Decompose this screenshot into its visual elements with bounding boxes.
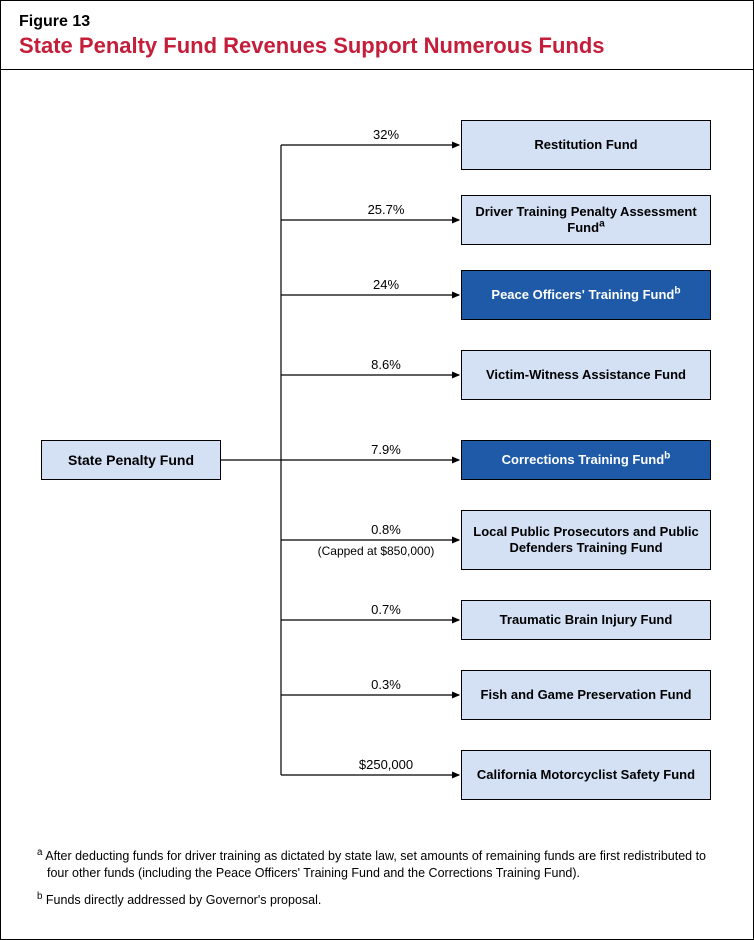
target-box-t7: Traumatic Brain Injury Fund xyxy=(461,600,711,640)
edge-sublabel-t6: (Capped at $850,000) xyxy=(311,544,441,558)
target-box-t6: Local Public Prosecutors and Public Defe… xyxy=(461,510,711,570)
target-label: Peace Officers' Training Fundb xyxy=(491,287,680,303)
edge-label-t8: 0.3% xyxy=(321,677,451,692)
target-label: Driver Training Penalty Assessment Funda xyxy=(470,204,702,237)
target-box-t3: Peace Officers' Training Fundb xyxy=(461,270,711,320)
footnotes: a After deducting funds for driver train… xyxy=(31,848,723,919)
edge-label-t9: $250,000 xyxy=(321,757,451,772)
footnote-a: a After deducting funds for driver train… xyxy=(31,848,723,882)
target-label: Fish and Game Preservation Fund xyxy=(481,687,692,703)
target-label: Victim-Witness Assistance Fund xyxy=(486,367,686,383)
figure-number: Figure 13 xyxy=(19,13,735,31)
figure-title: State Penalty Fund Revenues Support Nume… xyxy=(19,33,735,59)
figure-container: Figure 13 State Penalty Fund Revenues Su… xyxy=(0,0,754,940)
edge-label-t2: 25.7% xyxy=(321,202,451,217)
diagram-area: State Penalty Fund Restitution Fund Drive… xyxy=(1,70,753,830)
source-label: State Penalty Fund xyxy=(68,452,194,468)
source-box-state-penalty-fund: State Penalty Fund xyxy=(41,440,221,480)
target-box-t5: Corrections Training Fundb xyxy=(461,440,711,480)
target-box-t9: California Motorcyclist Safety Fund xyxy=(461,750,711,800)
target-box-t1: Restitution Fund xyxy=(461,120,711,170)
target-label: Corrections Training Fundb xyxy=(502,452,671,468)
edge-label-t6: 0.8% xyxy=(321,522,451,537)
target-box-t8: Fish and Game Preservation Fund xyxy=(461,670,711,720)
footnote-b: b Funds directly addressed by Governor's… xyxy=(31,892,723,909)
target-label: Traumatic Brain Injury Fund xyxy=(500,612,673,628)
target-label: Restitution Fund xyxy=(534,137,637,153)
target-label: Local Public Prosecutors and Public Defe… xyxy=(470,524,702,557)
edge-label-t4: 8.6% xyxy=(321,357,451,372)
figure-header: Figure 13 State Penalty Fund Revenues Su… xyxy=(1,1,753,70)
edge-label-t7: 0.7% xyxy=(321,602,451,617)
edge-label-t5: 7.9% xyxy=(321,442,451,457)
edge-label-t3: 24% xyxy=(321,277,451,292)
target-box-t2: Driver Training Penalty Assessment Funda xyxy=(461,195,711,245)
target-box-t4: Victim-Witness Assistance Fund xyxy=(461,350,711,400)
edge-label-t1: 32% xyxy=(321,127,451,142)
target-label: California Motorcyclist Safety Fund xyxy=(477,767,695,783)
